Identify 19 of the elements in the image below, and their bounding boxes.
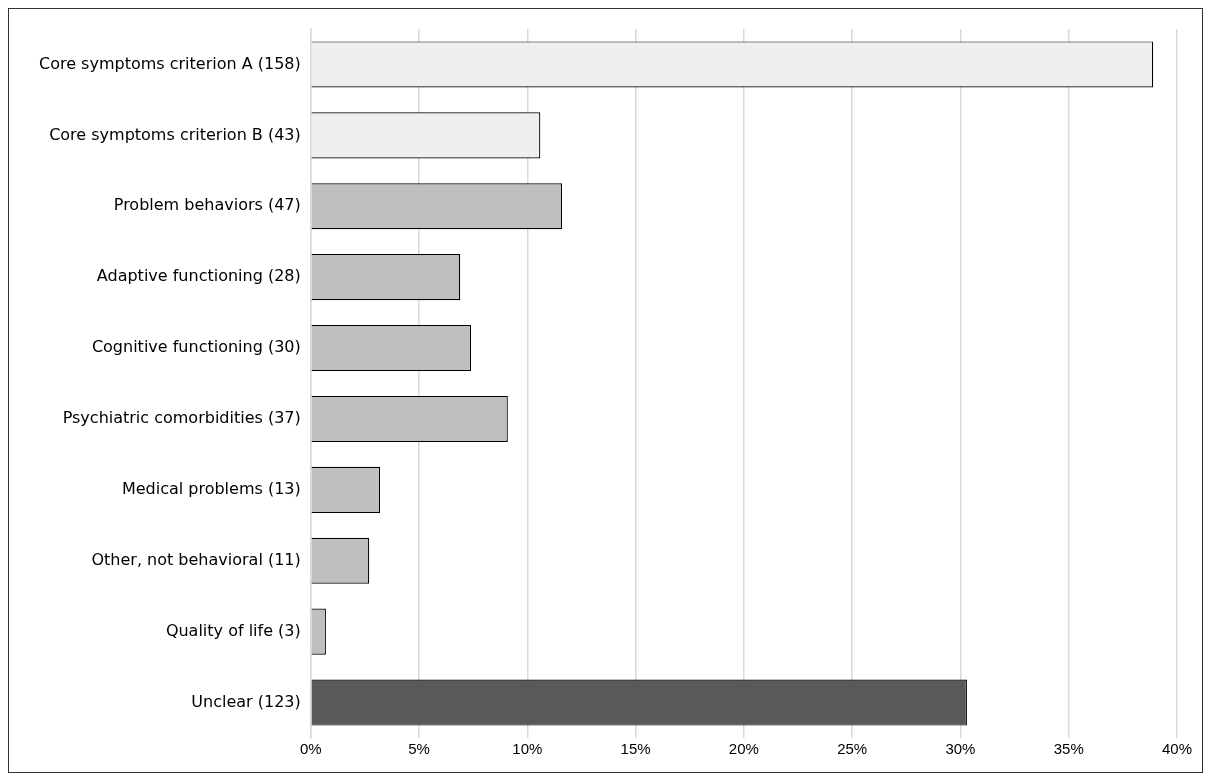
x-tick-label: 20% (728, 740, 759, 758)
y-tick-label: Unclear (123) (191, 691, 301, 711)
x-tick-label: 40% (1161, 740, 1193, 758)
y-tick-label: Adaptive functioning (28) (96, 266, 301, 286)
y-tick-label: Other, not behavioral (11) (91, 549, 301, 569)
y-tick-label: Problem behaviors (47) (113, 195, 301, 215)
x-tick-label: 25% (837, 740, 868, 758)
y-tick-label: Core symptoms criterion A (158) (39, 53, 301, 73)
y-tick-label: Cognitive functioning (30) (91, 337, 301, 357)
y-tick-label: Medical problems (13) (121, 479, 301, 499)
x-tick-label: 35% (1053, 740, 1084, 758)
x-tick-label: 5% (408, 740, 430, 758)
x-tick-label: 0% (299, 740, 322, 758)
y-tick-label: Core symptoms criterion B (43) (49, 124, 301, 144)
y-tick-label: Psychiatric comorbidities (37) (62, 408, 301, 428)
x-tick-label: 10% (512, 740, 543, 758)
y-tick-label: Quality of life (3) (165, 620, 301, 640)
x-tick-label: 15% (620, 740, 651, 758)
x-tick-label: 30% (945, 740, 976, 758)
